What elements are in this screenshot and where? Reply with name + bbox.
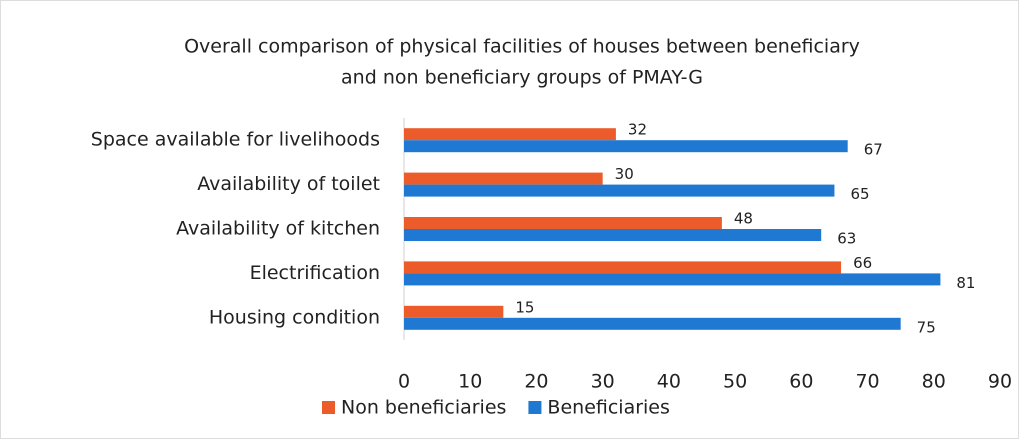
y-tick-label: Housing condition	[209, 306, 380, 328]
legend-label: Non beneficiaries	[341, 397, 506, 419]
data-label: 63	[837, 230, 856, 248]
x-tick-label: 50	[723, 371, 747, 393]
chart-title: Overall comparison of physical facilitie…	[184, 36, 860, 58]
data-label: 81	[956, 274, 975, 292]
bar	[404, 305, 504, 318]
x-tick-label: 40	[657, 371, 681, 393]
legend-swatch	[528, 401, 542, 414]
bar	[404, 128, 616, 141]
x-tick-label: 60	[789, 371, 813, 393]
bar	[404, 261, 842, 274]
bar	[404, 184, 835, 197]
bar	[404, 217, 722, 229]
bar	[404, 140, 848, 153]
x-tick-label: 20	[524, 371, 548, 393]
data-label: 32	[628, 121, 647, 139]
bar	[404, 273, 941, 286]
data-label: 75	[917, 318, 936, 336]
bar	[404, 172, 603, 185]
y-tick-label: Electrification	[250, 262, 380, 284]
data-label: 67	[864, 141, 883, 159]
data-label: 15	[515, 298, 534, 316]
legend-swatch	[322, 401, 335, 414]
chart-subtitle: and non beneficiary groups of PMAY-G	[341, 67, 703, 89]
x-tick-label: 80	[922, 371, 946, 393]
data-label: 66	[853, 254, 872, 272]
bar	[404, 317, 901, 330]
bar	[404, 229, 822, 241]
legend-label: Beneficiaries	[547, 397, 669, 419]
x-tick-label: 0	[398, 371, 410, 393]
x-tick-label: 10	[458, 371, 482, 393]
data-label: 65	[850, 185, 869, 203]
y-tick-label: Availability of kitchen	[176, 218, 380, 240]
data-label: 48	[734, 210, 753, 228]
y-tick-label: Space available for livelihoods	[91, 129, 380, 151]
x-tick-label: 30	[591, 371, 615, 393]
x-tick-label: 90	[988, 371, 1012, 393]
y-tick-label: Availability of toilet	[197, 173, 380, 195]
data-label: 30	[615, 165, 634, 183]
x-tick-label: 70	[855, 371, 879, 393]
